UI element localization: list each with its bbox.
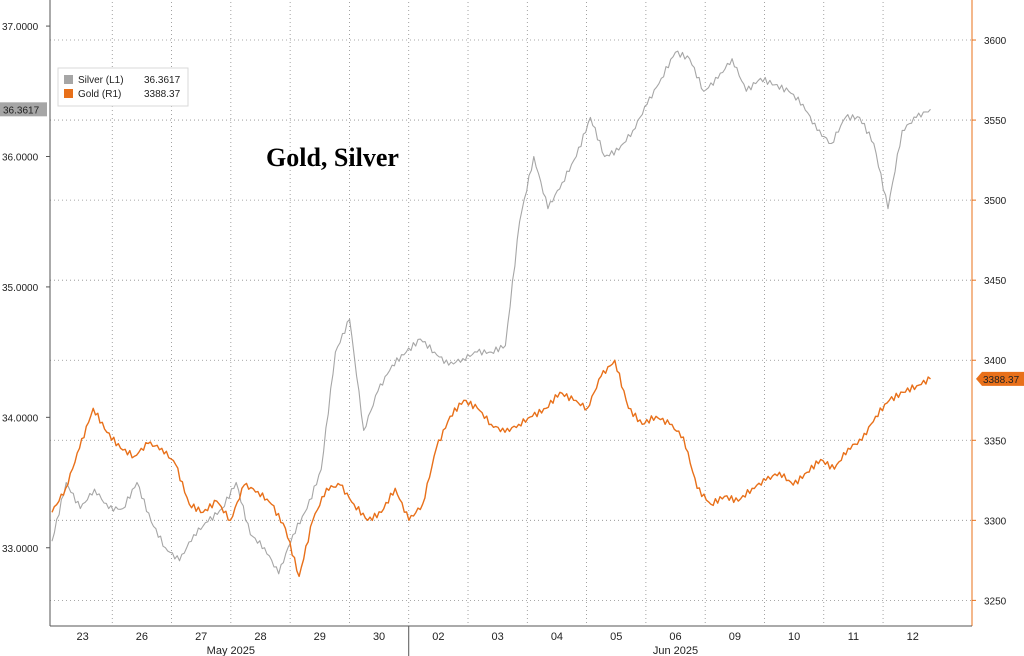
legend-box xyxy=(57,67,189,107)
x-tick-label: 30 xyxy=(373,631,385,643)
legend-swatch-gold xyxy=(64,89,73,98)
x-tick-label: 10 xyxy=(788,631,800,643)
right-tick-label: 3450 xyxy=(984,276,1007,287)
right-tick-label: 3400 xyxy=(984,356,1007,367)
right-tick-label: 3350 xyxy=(984,436,1007,447)
x-tick-label: 27 xyxy=(195,631,207,643)
legend-value-silver: 36.3617 xyxy=(144,75,181,86)
x-tick-label: 04 xyxy=(551,631,563,643)
right-tick-label: 3500 xyxy=(984,196,1007,207)
gold-last-value-tag xyxy=(976,371,1024,386)
left-tick-label: 34.0000 xyxy=(2,413,39,424)
x-tick-label: 26 xyxy=(136,631,148,643)
legend-value-gold: 3388.37 xyxy=(144,89,181,100)
series-line-gold xyxy=(51,359,931,578)
right-tick-label: 3300 xyxy=(984,516,1007,527)
right-tick-label: 3250 xyxy=(984,596,1007,607)
x-tick-label: 03 xyxy=(492,631,504,643)
x-tick-label: 29 xyxy=(314,631,326,643)
left-tick-label: 33.0000 xyxy=(2,544,39,555)
x-tick-label: 11 xyxy=(848,631,859,643)
x-tick-label: 06 xyxy=(669,631,681,643)
legend-label-gold: Gold (R1) xyxy=(78,89,121,100)
silver-last-value-tag xyxy=(0,102,47,117)
silver-last-value-text: 36.3617 xyxy=(3,105,40,116)
chart-title: Gold, Silver xyxy=(266,143,399,172)
month-label-may: May 2025 xyxy=(207,645,255,656)
x-tick-label: 28 xyxy=(254,631,266,643)
legend: Silver (L1) 36.3617 Gold (R1) 3388.37 xyxy=(57,67,189,107)
x-tick-label: 12 xyxy=(907,631,919,643)
series-line-silver xyxy=(51,50,931,575)
left-tick-label: 37.0000 xyxy=(2,22,39,33)
right-tick-label: 3600 xyxy=(984,36,1007,47)
series-layer xyxy=(51,50,931,578)
x-tick-label: 23 xyxy=(76,631,88,643)
month-label-jun: Jun 2025 xyxy=(653,645,698,656)
gold-last-value-text: 3388.37 xyxy=(983,375,1020,386)
x-tick-label: 05 xyxy=(610,631,622,643)
legend-label-silver: Silver (L1) xyxy=(78,75,124,86)
value-tags: 36.3617 3388.37 xyxy=(0,102,1024,386)
left-tick-label: 36.0000 xyxy=(2,153,39,164)
legend-swatch-silver xyxy=(64,75,73,84)
right-tick-label: 3550 xyxy=(984,116,1007,127)
left-tick-label: 35.0000 xyxy=(2,283,39,294)
grid xyxy=(50,2,972,626)
x-tick-label: 02 xyxy=(432,631,444,643)
x-tick-label: 09 xyxy=(729,631,741,643)
